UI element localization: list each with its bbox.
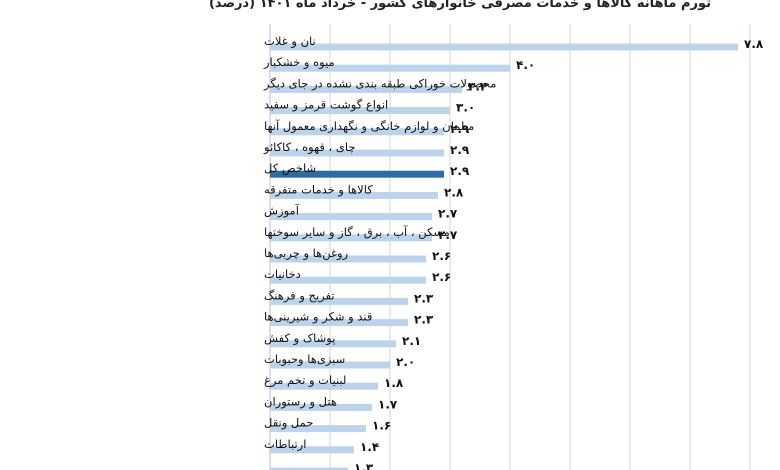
bars xyxy=(270,43,738,470)
value-label: ۳.۲ xyxy=(468,79,488,93)
category-label: محصولات خوراکی طبقه بندی نشده در جای دیگ… xyxy=(263,76,496,91)
bar xyxy=(270,149,444,157)
value-label: ۲.۶ xyxy=(432,270,451,284)
category-label: کالاها و خدمات متفرقه xyxy=(264,182,373,197)
value-label: ۱.۳ xyxy=(354,461,374,470)
bar xyxy=(270,319,408,327)
bar xyxy=(270,43,738,51)
category-label: پوشاک و کفش xyxy=(264,331,335,346)
category-label: سبزی‌ها وحبوبات xyxy=(264,352,345,367)
category-label: تفریح و فرهنگ xyxy=(264,288,335,303)
value-label: ۲.۰ xyxy=(396,355,415,369)
category-labels: نان و غلات میوه و خشکبار محصولات خوراکی طب… xyxy=(263,34,496,452)
category-label: آموزش xyxy=(264,204,300,219)
value-label: ۲.۷ xyxy=(438,228,458,242)
bar xyxy=(270,276,426,284)
category-label: قند و شکر و شیرینی‌ها xyxy=(264,310,372,325)
category-label: چای ، قهوه ، کاکائو xyxy=(263,140,356,155)
category-label: نان و غلات xyxy=(264,34,316,49)
bar xyxy=(270,213,432,221)
bar xyxy=(270,467,348,470)
value-label: ۲.۷ xyxy=(438,207,458,221)
category-label: انواع گوشت قرمز و سفید xyxy=(264,98,388,113)
value-label: ۱.۶ xyxy=(372,419,391,433)
category-label: روغن‌ها و چربی‌ها xyxy=(264,246,348,261)
grid-lines xyxy=(269,24,751,470)
category-label: میوه و خشکبار xyxy=(263,55,335,70)
bar xyxy=(270,128,444,136)
value-label: ۲.۶ xyxy=(432,249,451,263)
bar-highlight xyxy=(270,170,444,178)
category-label: ارتباطات xyxy=(264,437,306,452)
bar xyxy=(270,85,462,93)
value-label: ۲.۹ xyxy=(450,143,470,157)
bar xyxy=(270,446,354,454)
value-label: ۲.۸ xyxy=(444,185,464,199)
value-label: ۲.۳ xyxy=(414,291,434,305)
bar xyxy=(270,297,408,305)
value-label: ۱.۷ xyxy=(378,397,398,411)
category-label: دخانیات xyxy=(264,267,301,281)
bar xyxy=(270,361,390,369)
bar xyxy=(270,107,450,115)
bar xyxy=(270,255,426,263)
bar xyxy=(270,234,432,242)
value-label: ۲.۱ xyxy=(402,334,421,348)
category-label: حمل ونقل xyxy=(264,416,313,431)
value-label: ۳.۰ xyxy=(456,101,475,115)
bar xyxy=(270,191,438,199)
value-label: ۱.۴ xyxy=(360,440,379,454)
category-label: هتل و رستوران xyxy=(264,394,337,409)
bar xyxy=(270,403,372,411)
category-label: شاخص کل xyxy=(264,161,316,176)
bar xyxy=(270,64,510,72)
bar xyxy=(270,340,396,348)
value-label: ۱.۸ xyxy=(384,376,404,390)
bar xyxy=(270,382,378,390)
bar xyxy=(270,425,366,433)
value-label: ۲.۹ xyxy=(450,122,470,136)
value-labels: ۷.۸ ۴.۰ ۳.۲ ۳.۰ ۲.۹ ۲.۹ ۲.۹ ۲.۸ ۲.۷ ۲.۷ ۲.۶ ۲.۶ ۲.۳ ۲… xyxy=(354,37,764,470)
chart-title: تورم ماهانه کالاها و خدمات مصرفی خانواره… xyxy=(209,0,711,11)
value-label: ۷.۸ xyxy=(744,37,764,51)
category-label: مسکن ، آب ، برق ، گاز و سایر سوختها xyxy=(264,225,450,240)
value-label: ۲.۹ xyxy=(450,164,470,178)
value-label: ۴.۰ xyxy=(516,58,535,72)
value-label: ۲.۳ xyxy=(414,313,434,327)
category-label: لبنیات و تخم مرغ xyxy=(264,373,346,388)
category-label: مبلمان و لوازم خانگی و نگهداری معمول آنه… xyxy=(264,119,474,134)
